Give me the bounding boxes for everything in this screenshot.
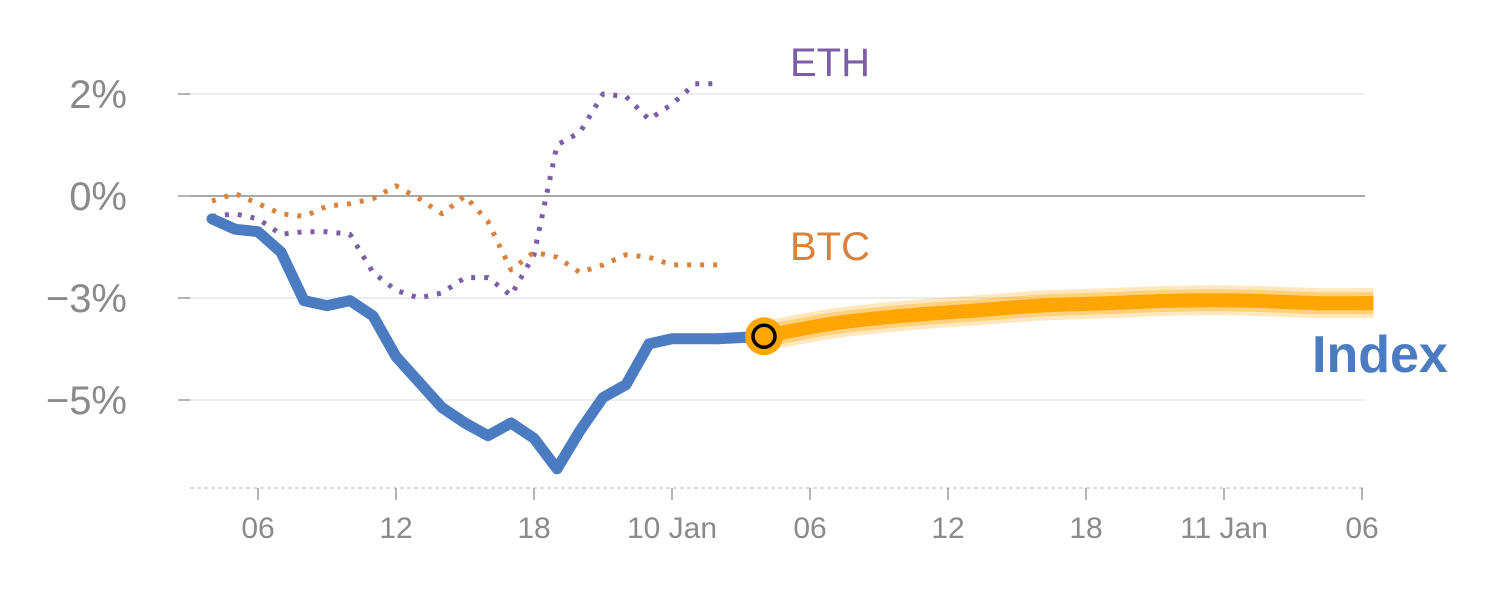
current-value-marker-ring [751, 323, 777, 349]
forecast-line [762, 293, 1374, 344]
xtick-label: 11 Jan [1180, 512, 1268, 545]
xtick-label: 12 [379, 512, 412, 545]
series-labels: ETH BTC Index [790, 41, 1448, 384]
ytick-label: 0% [69, 175, 127, 219]
xtick-label: 18 [1069, 512, 1102, 545]
series-line-index [206, 213, 724, 475]
grid-lines [190, 93, 1365, 401]
xtick-label: 12 [931, 512, 964, 545]
xtick-label: 06 [793, 512, 826, 545]
xtick-label: 06 [1345, 512, 1378, 545]
xtick-label: 18 [517, 512, 550, 545]
ytick-label: 2% [69, 73, 127, 117]
ytick-label: −3% [46, 277, 127, 321]
axes: 2% 0% −3% −5% 06 12 18 10 Jan 06 12 18 11 Jan 06 [46, 73, 1379, 545]
xtick-label: 06 [241, 512, 274, 545]
xtick-label: 10 Jan [627, 512, 717, 545]
series-label-btc: BTC [790, 225, 870, 269]
series-label-index: Index [1312, 326, 1448, 384]
series-lines [206, 81, 1374, 475]
series-label-eth: ETH [790, 41, 870, 85]
ytick-label: −5% [46, 379, 127, 423]
